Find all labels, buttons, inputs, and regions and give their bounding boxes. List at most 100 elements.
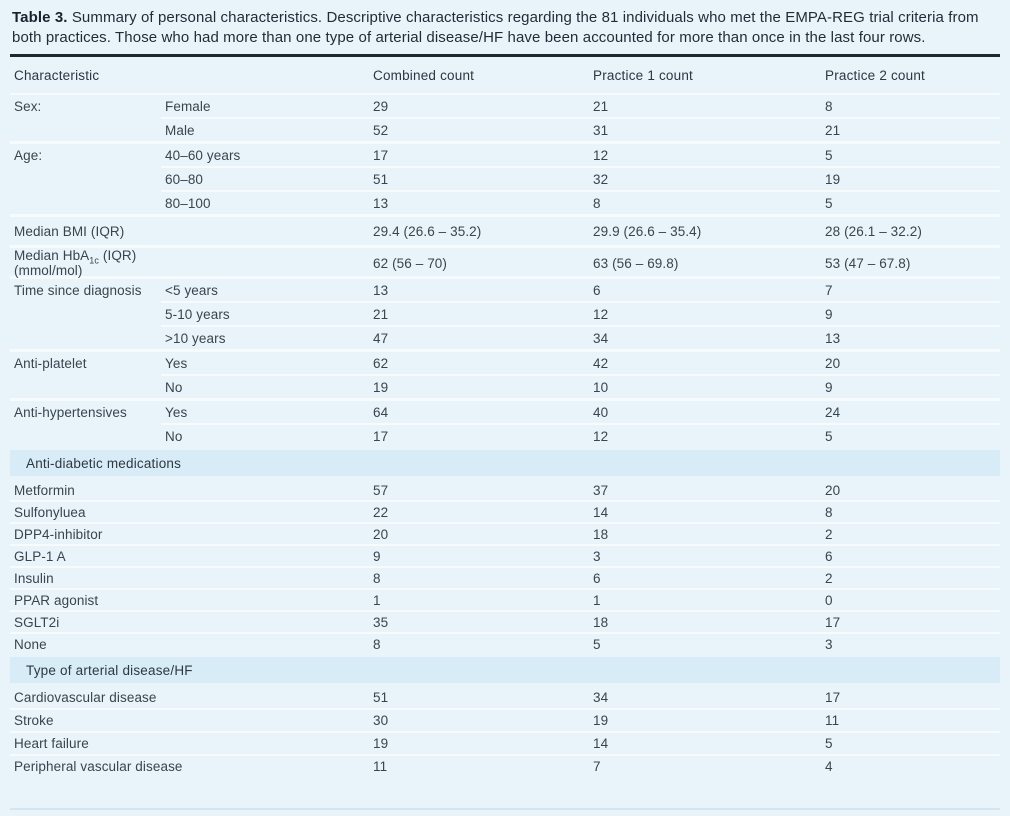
cell-practice2: 6 <box>825 548 833 564</box>
cell-combined: 51 <box>373 171 389 187</box>
cell-practice1: 40 <box>593 404 609 420</box>
cell-practice2: 19 <box>825 171 841 187</box>
row-label: Median BMI (IQR) <box>14 223 125 239</box>
row-group: Anti-platelet Yes 62 42 20 No 19 10 9 <box>10 349 1000 398</box>
row-sublabel: Yes <box>165 355 188 371</box>
section-header-label: Anti-diabetic medications <box>26 455 182 471</box>
row-sublabel: 80–100 <box>165 195 211 211</box>
cell-practice2: 20 <box>825 482 841 498</box>
row-label: Insulin <box>14 570 54 586</box>
cell-practice2: 13 <box>825 330 841 346</box>
cell-practice2: 5 <box>825 147 833 163</box>
cell-combined: 1 <box>373 592 381 608</box>
cell-practice2: 5 <box>825 428 833 444</box>
table-row: Peripheral vascular disease 11 7 4 <box>10 754 1000 777</box>
table-row: >10 years 47 34 13 <box>10 325 1000 349</box>
table-footer <box>10 792 1000 816</box>
section-header: Type of arterial disease/HF <box>10 657 1000 683</box>
cell-practice1: 21 <box>593 98 609 114</box>
row-label: Age: <box>14 147 43 163</box>
cell-practice2: 4 <box>825 759 833 774</box>
row-label: Peripheral vascular disease <box>14 759 183 774</box>
cell-practice1: 14 <box>593 736 609 751</box>
table-row: 5-10 years 21 12 9 <box>10 301 1000 325</box>
cell-combined: 8 <box>373 636 381 652</box>
header-row: Characteristic Combined count Practice 1… <box>10 57 1000 95</box>
row-label: Cardiovascular disease <box>14 690 157 705</box>
cell-practice2: 5 <box>825 736 833 751</box>
cell-practice2: 8 <box>825 504 833 520</box>
table-row: Heart failure 19 14 5 <box>10 731 1000 754</box>
row-group: Time since diagnosis <5 years 13 6 7 5-10 yea… <box>10 276 1000 349</box>
row-group: Median BMI (IQR) 29.4 (26.6 – 35.2) 29.9 (… <box>10 214 1000 245</box>
cell-combined: 13 <box>373 195 389 211</box>
cell-practice1: 14 <box>593 504 609 520</box>
row-sublabel: Female <box>165 98 211 114</box>
table-row: Metformin 57 37 20 <box>10 480 1000 500</box>
cell-practice1: 63 (56 – 69.8) <box>593 255 679 271</box>
cell-practice2: 20 <box>825 355 841 371</box>
cell-practice2: 17 <box>825 690 841 705</box>
cell-combined: 13 <box>373 282 389 298</box>
cell-combined: 9 <box>373 548 381 564</box>
row-group: Median HbA1c (IQR) (mmol/mol) 62 (56 – 70… <box>10 245 1000 278</box>
cell-practice2: 9 <box>825 379 833 395</box>
cell-practice2: 24 <box>825 404 841 420</box>
cell-practice2: 2 <box>825 526 833 542</box>
section-header: Anti-diabetic medications <box>10 450 1000 476</box>
row-label: Stroke <box>14 713 54 728</box>
row-label: Heart failure <box>14 736 89 751</box>
cell-practice2: 3 <box>825 636 833 652</box>
table-row: Median HbA1c (IQR) (mmol/mol) 62 (56 – 70… <box>10 248 1000 278</box>
caption-text: Summary of personal characteristics. Des… <box>12 9 979 46</box>
table-row: 60–80 51 32 19 <box>10 166 1000 190</box>
cell-practice1: 34 <box>593 690 609 705</box>
cell-combined: 62 (56 – 70) <box>373 255 447 271</box>
row-label: Median HbA1c (IQR) (mmol/mol) <box>14 248 137 278</box>
cell-practice1: 29.9 (26.6 – 35.4) <box>593 223 702 239</box>
cell-practice1: 7 <box>593 759 601 774</box>
caption-label: Table 3. <box>12 9 68 26</box>
table-row: DPP4-inhibitor 20 18 2 <box>10 522 1000 544</box>
cell-practice1: 5 <box>593 636 601 652</box>
row-label: GLP-1 A <box>14 548 66 564</box>
cell-practice2: 28 (26.1 – 32.2) <box>825 223 922 239</box>
row-group: Anti-hypertensives Yes 64 40 24 No 17 12 5 <box>10 398 1000 447</box>
row-label: None <box>14 636 47 652</box>
cell-combined: 62 <box>373 355 389 371</box>
row-label: Metformin <box>14 482 75 498</box>
cell-combined: 35 <box>373 614 389 630</box>
table-row: PPAR agonist 1 1 0 <box>10 588 1000 610</box>
cell-practice1: 6 <box>593 282 601 298</box>
row-sublabel: No <box>165 428 183 444</box>
cell-combined: 11 <box>373 759 388 774</box>
row-group: Sex: Female 29 21 8 Male 52 31 21 <box>10 95 1000 141</box>
cell-practice2: 21 <box>825 122 841 138</box>
cell-combined: 52 <box>373 122 389 138</box>
cell-combined: 22 <box>373 504 389 520</box>
cell-practice1: 19 <box>593 713 609 728</box>
cell-practice2: 9 <box>825 306 833 322</box>
cell-combined: 20 <box>373 526 389 542</box>
cell-practice2: 2 <box>825 570 833 586</box>
cell-practice1: 10 <box>593 379 609 395</box>
cell-combined: 21 <box>373 306 389 322</box>
cell-practice2: 17 <box>825 614 841 630</box>
table-row: Insulin 8 6 2 <box>10 566 1000 588</box>
table-row: GLP-1 A 9 3 6 <box>10 544 1000 566</box>
cell-practice2: 7 <box>825 282 833 298</box>
table-row: SGLT2i 35 18 17 <box>10 610 1000 632</box>
table-row: Sulfonyluea 22 14 8 <box>10 500 1000 522</box>
row-label: DPP4-inhibitor <box>14 526 103 542</box>
summary-table: Characteristic Combined count Practice 1… <box>10 57 1000 792</box>
cell-practice1: 6 <box>593 570 601 586</box>
cell-practice1: 12 <box>593 147 609 163</box>
cell-practice1: 31 <box>593 122 609 138</box>
cell-combined: 17 <box>373 428 389 444</box>
row-group: Metformin 57 37 20 Sulfonyluea 22 14 8 DPP4-inhi… <box>10 480 1000 654</box>
table-row: 80–100 13 8 5 <box>10 190 1000 214</box>
row-sublabel: 60–80 <box>165 171 204 187</box>
top-rule <box>10 54 1000 57</box>
row-sublabel: Male <box>165 122 195 138</box>
column-header-characteristic: Characteristic <box>14 67 100 83</box>
